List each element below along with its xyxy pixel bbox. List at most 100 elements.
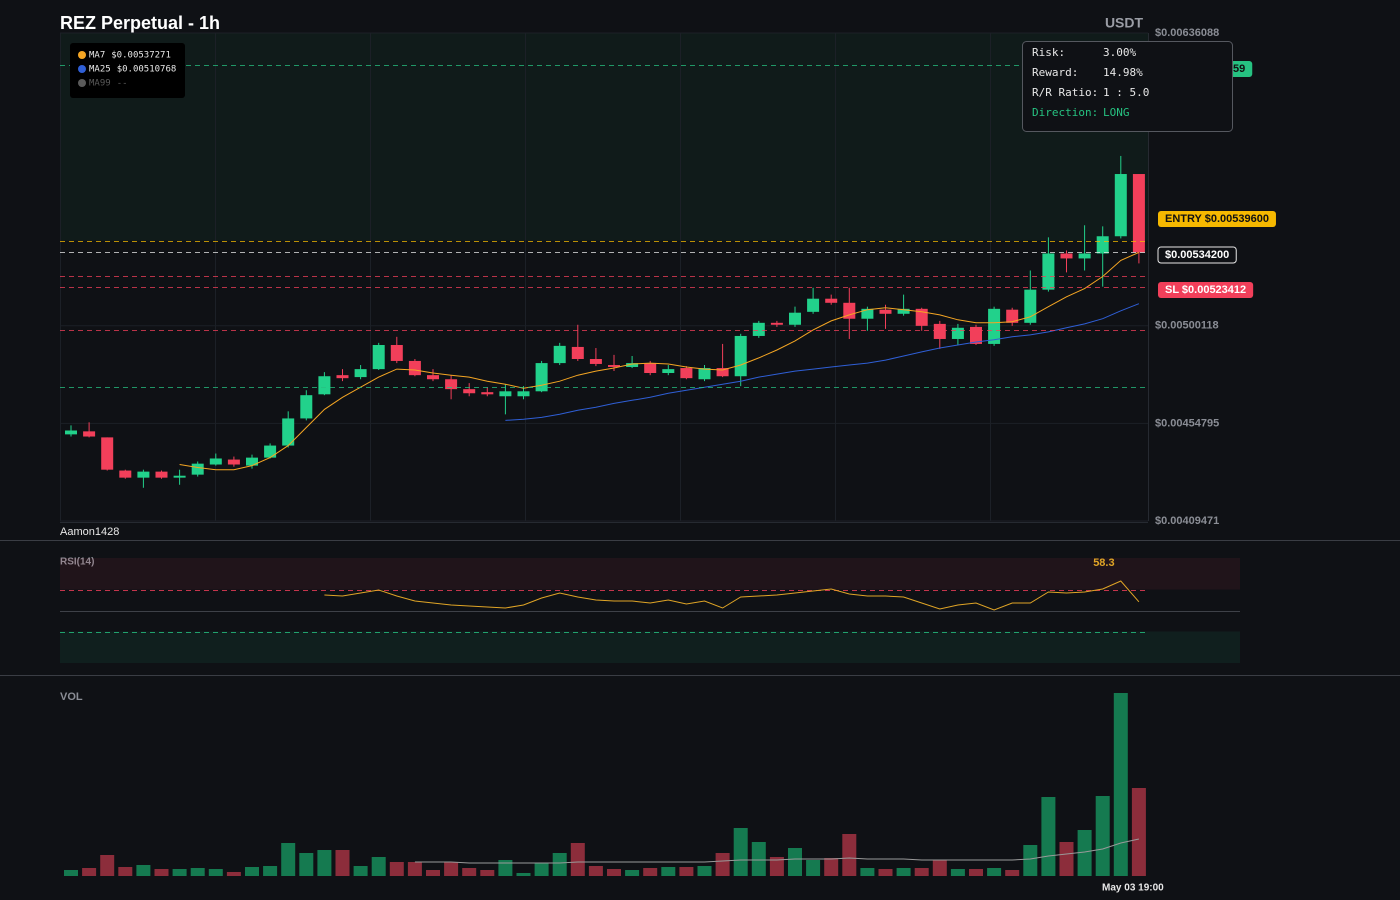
volume-bar [371,857,386,876]
candle-body [988,308,1001,344]
candle-body [445,379,458,390]
candle-body [626,363,639,367]
volume-bar [82,868,97,876]
volume-bar [552,853,567,876]
moving-average-line [179,251,1140,471]
volume-bar [570,843,585,876]
volume-bar [353,866,368,876]
volume-bar [190,868,205,876]
volume-bar [64,870,78,876]
candle-body [879,309,892,314]
volume-bar [751,842,766,876]
volume-bar [643,868,658,876]
level-label-box [1158,282,1254,298]
candle-body [861,308,874,319]
candle-body [644,363,657,373]
candle-body [209,458,222,465]
volume-bar [969,869,983,876]
candle-body [698,368,711,380]
candle-body [1042,253,1055,290]
level-label: ENTRY $0.00539600 [1165,213,1269,225]
volume-bar [607,869,621,876]
tooltip-value: 3.00% [1103,46,1136,59]
volume-bar [534,863,549,876]
level-label: 59 [1233,63,1245,75]
candle-body [173,475,186,478]
volume-bar [498,860,513,876]
oversold-zone [60,631,1240,663]
volume-bar [896,868,911,876]
volume-bar [444,862,459,876]
candle-body [933,323,946,339]
volume-bar [1059,842,1074,876]
volume-bar [769,857,784,876]
volume-bar [1041,797,1056,876]
volume-bar [335,850,350,876]
candle-body [481,392,494,395]
volume-bar [679,867,694,876]
candle-body [1096,236,1109,254]
volume-bar [878,869,893,876]
candle-body [716,368,729,377]
legend-marker [78,65,86,73]
candle-body [915,308,928,326]
candle-body [463,389,476,394]
rsi-line [324,580,1140,611]
candle-body [517,391,530,397]
candle-body [789,312,801,325]
y-tick-label: $0.00500118 [1155,320,1219,332]
tooltip-value: LONG [1103,106,1130,119]
candle-body [970,326,982,344]
candle-body [155,471,168,478]
candle-body [318,376,331,395]
candle-body [1006,309,1019,323]
candle-body [825,298,838,303]
legend-value: $0.00537271 [111,51,171,61]
volume-bar [932,860,947,876]
rsi-title: RSI(14) [60,557,94,568]
candle-body [336,375,349,379]
volume-bar [299,853,314,876]
candle-body [408,360,421,376]
volume-bar [1095,796,1110,876]
legend-name: MA99 [89,79,111,89]
legend-name: MA7 [89,51,105,61]
candle-body [191,463,204,475]
candle-body [264,445,277,458]
candle-body [1132,174,1145,253]
currency: USDT [1105,15,1144,31]
overbought-zone [60,558,1240,590]
candle-body [680,368,693,379]
volume-bar [625,870,640,876]
volume-bar [697,866,712,876]
volume-bar [281,843,296,876]
candle-body [1060,253,1073,259]
volume-bar [1023,845,1038,876]
moving-average-line [505,303,1140,421]
volume-bar [226,872,241,876]
volume-bar [987,868,1002,876]
legend-value: $0.00510768 [117,65,177,75]
candle-body [101,437,114,470]
candle-body [553,345,566,364]
tooltip-label: Direction: [1032,106,1098,119]
legend-marker [78,79,86,87]
tooltip-label: Risk: [1032,46,1065,59]
legend-marker [78,51,86,59]
candle-body [1024,289,1037,323]
volume-bar [788,848,802,876]
chart-title: REZ Perpetual - 1h [60,13,220,33]
volume-bar [263,866,278,876]
volume-average-line [414,838,1140,864]
volume-bar [1131,788,1146,876]
volume-bar [317,850,332,876]
volume-bar [661,867,676,876]
candle-body [608,365,620,367]
candle-body [282,418,295,446]
candle-body [372,345,385,370]
volume-bar [100,855,115,876]
volume-bar [842,834,857,876]
candle-body [65,430,77,435]
volume-bar [208,869,223,876]
